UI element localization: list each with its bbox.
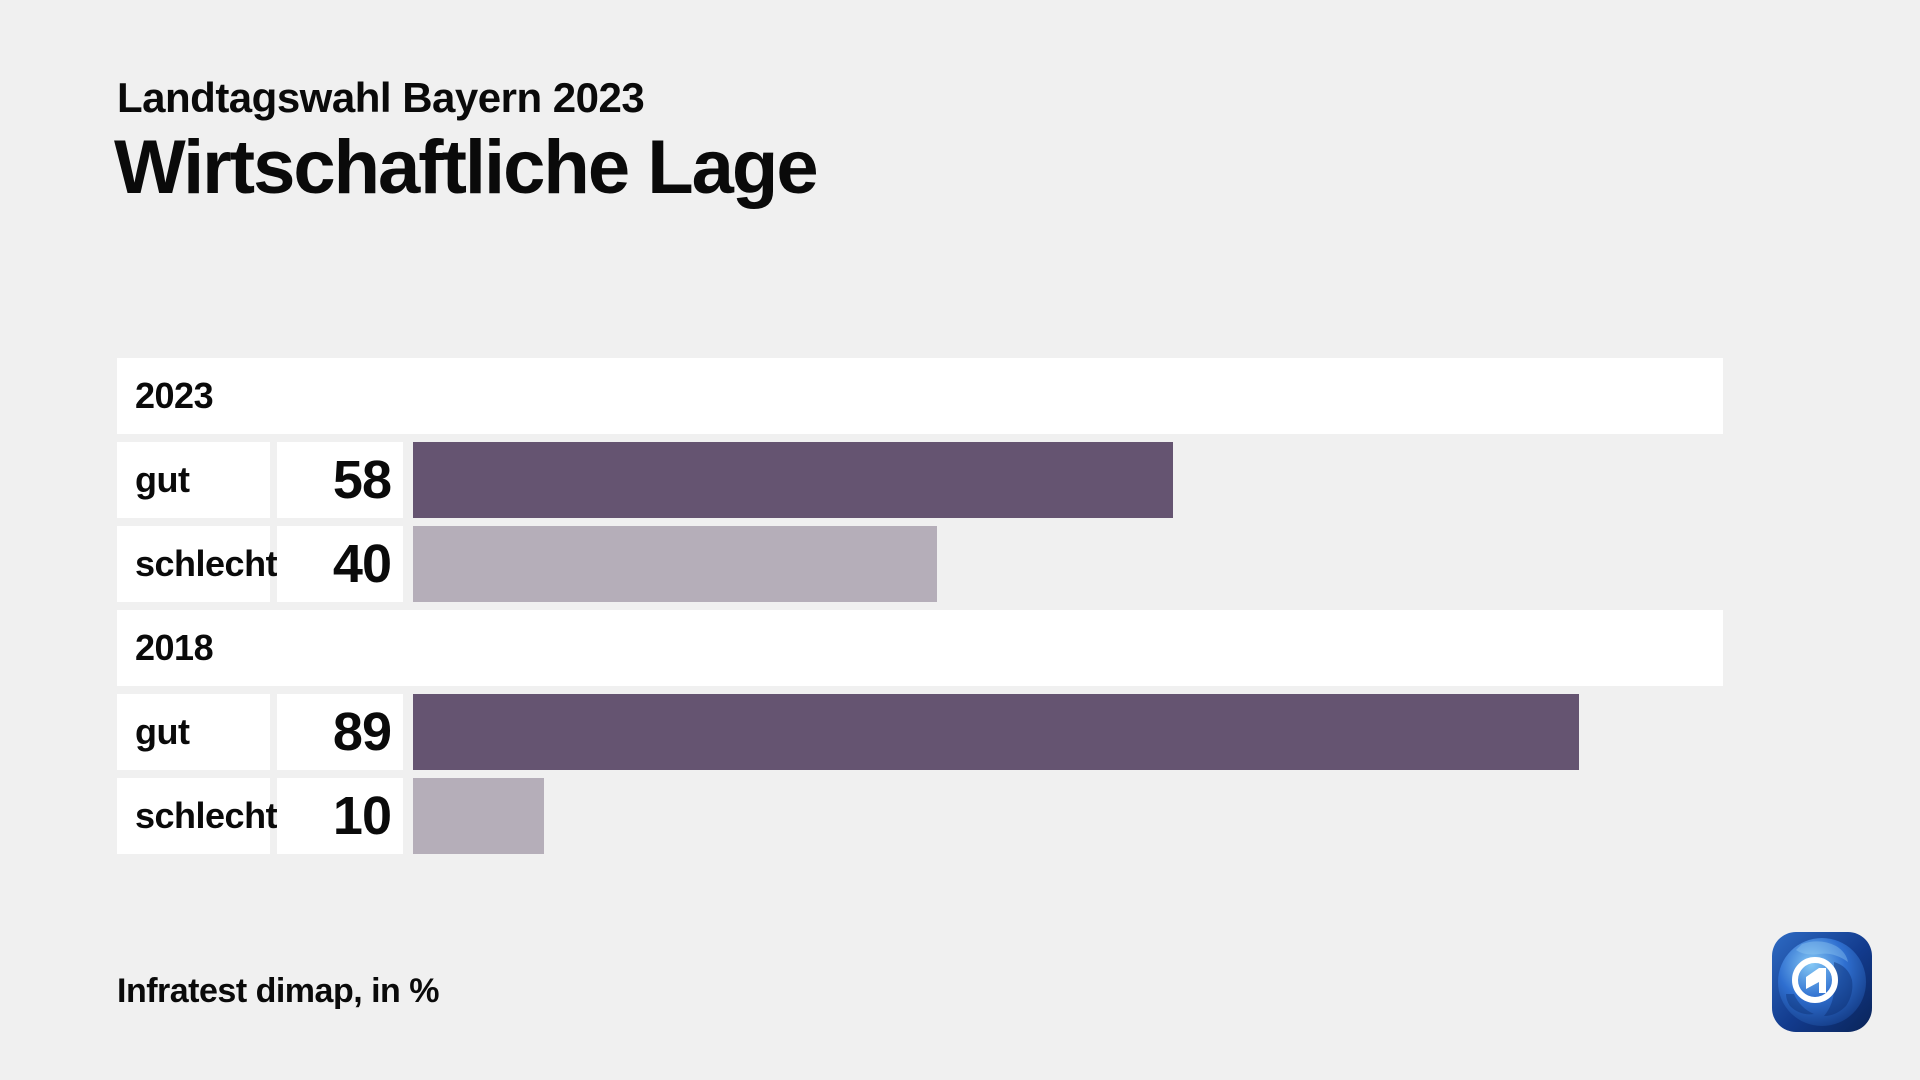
tagesschau-globe-icon — [1772, 932, 1872, 1032]
group-header-2018: 2018 — [117, 610, 1723, 686]
source-note: Infratest dimap, in % — [117, 972, 440, 1010]
chart-kicker: Landtagswahl Bayern 2023 — [117, 74, 645, 121]
bar-row: schlecht 10 — [117, 778, 1723, 854]
chart-title: Wirtschaftliche Lage — [114, 125, 819, 210]
row-value: 40 — [277, 526, 403, 602]
bar-chart: 2023 gut 58 schlecht 40 2018 gut 89 schlecht 10 — [117, 358, 1723, 862]
bar — [413, 694, 1579, 770]
row-label: schlecht — [117, 526, 278, 602]
row-label: gut — [117, 442, 270, 518]
bar — [413, 778, 544, 854]
bar — [413, 442, 1173, 518]
bar-row: gut 58 — [117, 442, 1723, 518]
bar-row: gut 89 — [117, 694, 1723, 770]
row-label: gut — [117, 694, 270, 770]
bar — [413, 526, 937, 602]
row-label: schlecht — [117, 778, 278, 854]
group-header-2023: 2023 — [117, 358, 1723, 434]
row-value: 10 — [277, 778, 403, 854]
row-value: 58 — [277, 442, 403, 518]
row-value: 89 — [277, 694, 403, 770]
bar-row: schlecht 40 — [117, 526, 1723, 602]
ard-logo — [1772, 932, 1872, 1032]
